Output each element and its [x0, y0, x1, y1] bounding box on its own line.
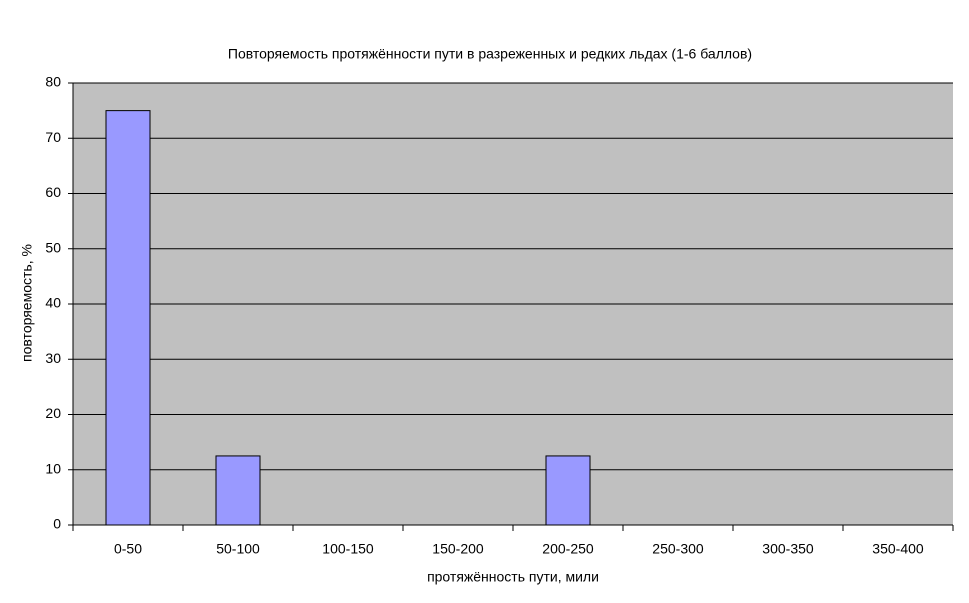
y-tick-label: 10: [45, 460, 61, 476]
x-tick-label: 100-150: [322, 541, 374, 557]
x-axis-label: протяжённость пути, мили: [427, 569, 599, 585]
chart-title: Повторяемость протяжённости пути в разре…: [228, 46, 752, 62]
x-tick-label: 0-50: [114, 541, 142, 557]
y-tick-label: 40: [45, 295, 61, 311]
x-tick-label: 200-250: [542, 541, 594, 557]
x-tick-label: 300-350: [762, 541, 814, 557]
bar: [105, 110, 151, 526]
y-tick-label: 80: [45, 74, 61, 90]
y-tick-label: 0: [53, 516, 61, 532]
x-tick-label: 50-100: [216, 541, 260, 557]
y-tick-label: 70: [45, 129, 61, 145]
x-tick-label: 150-200: [432, 541, 484, 557]
y-tick-label: 50: [45, 239, 61, 255]
bar: [545, 455, 591, 526]
y-tick-label: 20: [45, 405, 61, 421]
bar: [215, 455, 261, 526]
y-tick-label: 60: [45, 184, 61, 200]
y-tick-label: 30: [45, 350, 61, 366]
x-tick-label: 250-300: [652, 541, 704, 557]
x-tick-label: 350-400: [872, 541, 924, 557]
y-axis-label: повторяемость, %: [19, 244, 35, 362]
